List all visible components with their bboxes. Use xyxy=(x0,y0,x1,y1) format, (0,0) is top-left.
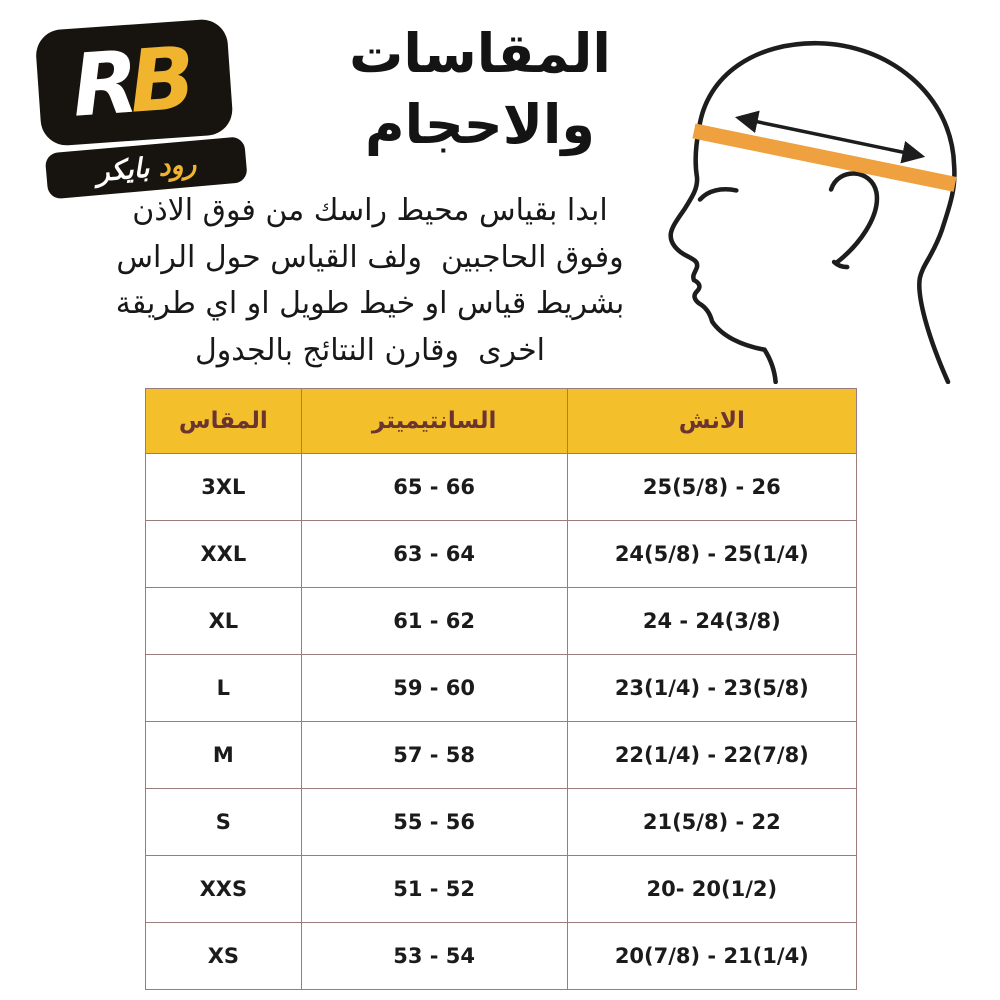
cell-inch: 24(5/8) - 25(1/4) xyxy=(566,520,858,588)
logo-letter-r: R xyxy=(68,32,134,137)
cell-size: 3XL xyxy=(145,453,302,521)
size-table-body: 3XL 65 - 66 25(5/8) - 26 XXL 63 - 64 24(… xyxy=(145,453,858,990)
page-title-line1: المقاسات xyxy=(349,22,611,85)
table-row: L 59 - 60 23(1/4) - 23(5/8) xyxy=(145,654,858,722)
cell-size: XS xyxy=(145,922,302,990)
table-row: XXS 51 - 52 20- 20(1/2) xyxy=(145,855,858,923)
cell-size: XXL xyxy=(145,520,302,588)
cell-cm: 63 - 64 xyxy=(300,520,568,588)
header-size: المقاس xyxy=(145,388,302,454)
ear-lobe-line xyxy=(831,259,850,270)
cell-size: L xyxy=(145,654,302,722)
cell-cm: 61 - 62 xyxy=(300,587,568,655)
instruction-line: بشريط قياس او خيط طويل او اي طريقة xyxy=(115,286,625,321)
header-centimeter: السانتيميتر xyxy=(300,388,568,454)
head-outline-face xyxy=(668,126,778,384)
cell-cm: 65 - 66 xyxy=(300,453,568,521)
instruction-line: وفوق الحاجبين ولف القياس حول الراس xyxy=(116,239,624,275)
table-row: M 57 - 58 22(1/4) - 22(7/8) xyxy=(145,721,858,789)
instruction-line: ابدا بقياس محيط راسك من فوق الاذن xyxy=(132,193,608,228)
cell-inch: 21(5/8) - 22 xyxy=(566,788,858,856)
page-title: المقاسات والاحجام xyxy=(290,18,670,161)
table-row: XS 53 - 54 20(7/8) - 21(1/4) xyxy=(145,922,858,990)
cell-inch: 20(7/8) - 21(1/4) xyxy=(566,922,858,990)
cell-size: M xyxy=(145,721,302,789)
table-row: XL 61 - 62 24 - 24(3/8) xyxy=(145,587,858,655)
cell-cm: 53 - 54 xyxy=(300,922,568,990)
logo-letter-b: B xyxy=(126,28,190,133)
cell-cm: 51 - 52 xyxy=(300,855,568,923)
table-row: XXL 63 - 64 24(5/8) - 25(1/4) xyxy=(145,520,858,588)
header-inch: الانش xyxy=(566,388,858,454)
cell-inch: 25(5/8) - 26 xyxy=(566,453,858,521)
size-table-header-row: المقاس السانتيميتر الانش xyxy=(145,388,858,454)
cell-cm: 59 - 60 xyxy=(300,654,568,722)
cell-inch: 20- 20(1/2) xyxy=(566,855,858,923)
cell-inch: 24 - 24(3/8) xyxy=(566,587,858,655)
ear-outline xyxy=(828,171,880,266)
cell-size: S xyxy=(145,788,302,856)
logo-name-rest: بايكر xyxy=(94,152,151,188)
page-title-line2: والاحجام xyxy=(365,93,595,157)
head-measurement-diagram xyxy=(668,40,957,384)
cell-inch: 22(1/4) - 22(7/8) xyxy=(566,721,858,789)
table-row: S 55 - 56 21(5/8) - 22 xyxy=(145,788,858,856)
cell-cm: 55 - 56 xyxy=(300,788,568,856)
measuring-band xyxy=(692,123,957,192)
size-table: المقاس السانتيميتر الانش 3XL 65 - 66 25(… xyxy=(145,388,858,990)
logo-name-accent: رود xyxy=(156,148,198,183)
table-row: 3XL 65 - 66 25(5/8) - 26 xyxy=(145,453,858,521)
cell-cm: 57 - 58 xyxy=(300,721,568,789)
head-outline-back xyxy=(696,40,957,384)
eyebrow-line xyxy=(697,187,739,202)
cell-inch: 23(1/4) - 23(5/8) xyxy=(566,654,858,722)
measurement-instructions: ابدا بقياس محيط راسك من فوق الاذن وفوق ا… xyxy=(48,188,692,374)
cell-size: XL xyxy=(145,587,302,655)
instruction-line: اخرى وقارن النتائج بالجدول xyxy=(194,332,545,368)
measure-arrow xyxy=(734,110,926,164)
cell-size: XXS xyxy=(145,855,302,923)
